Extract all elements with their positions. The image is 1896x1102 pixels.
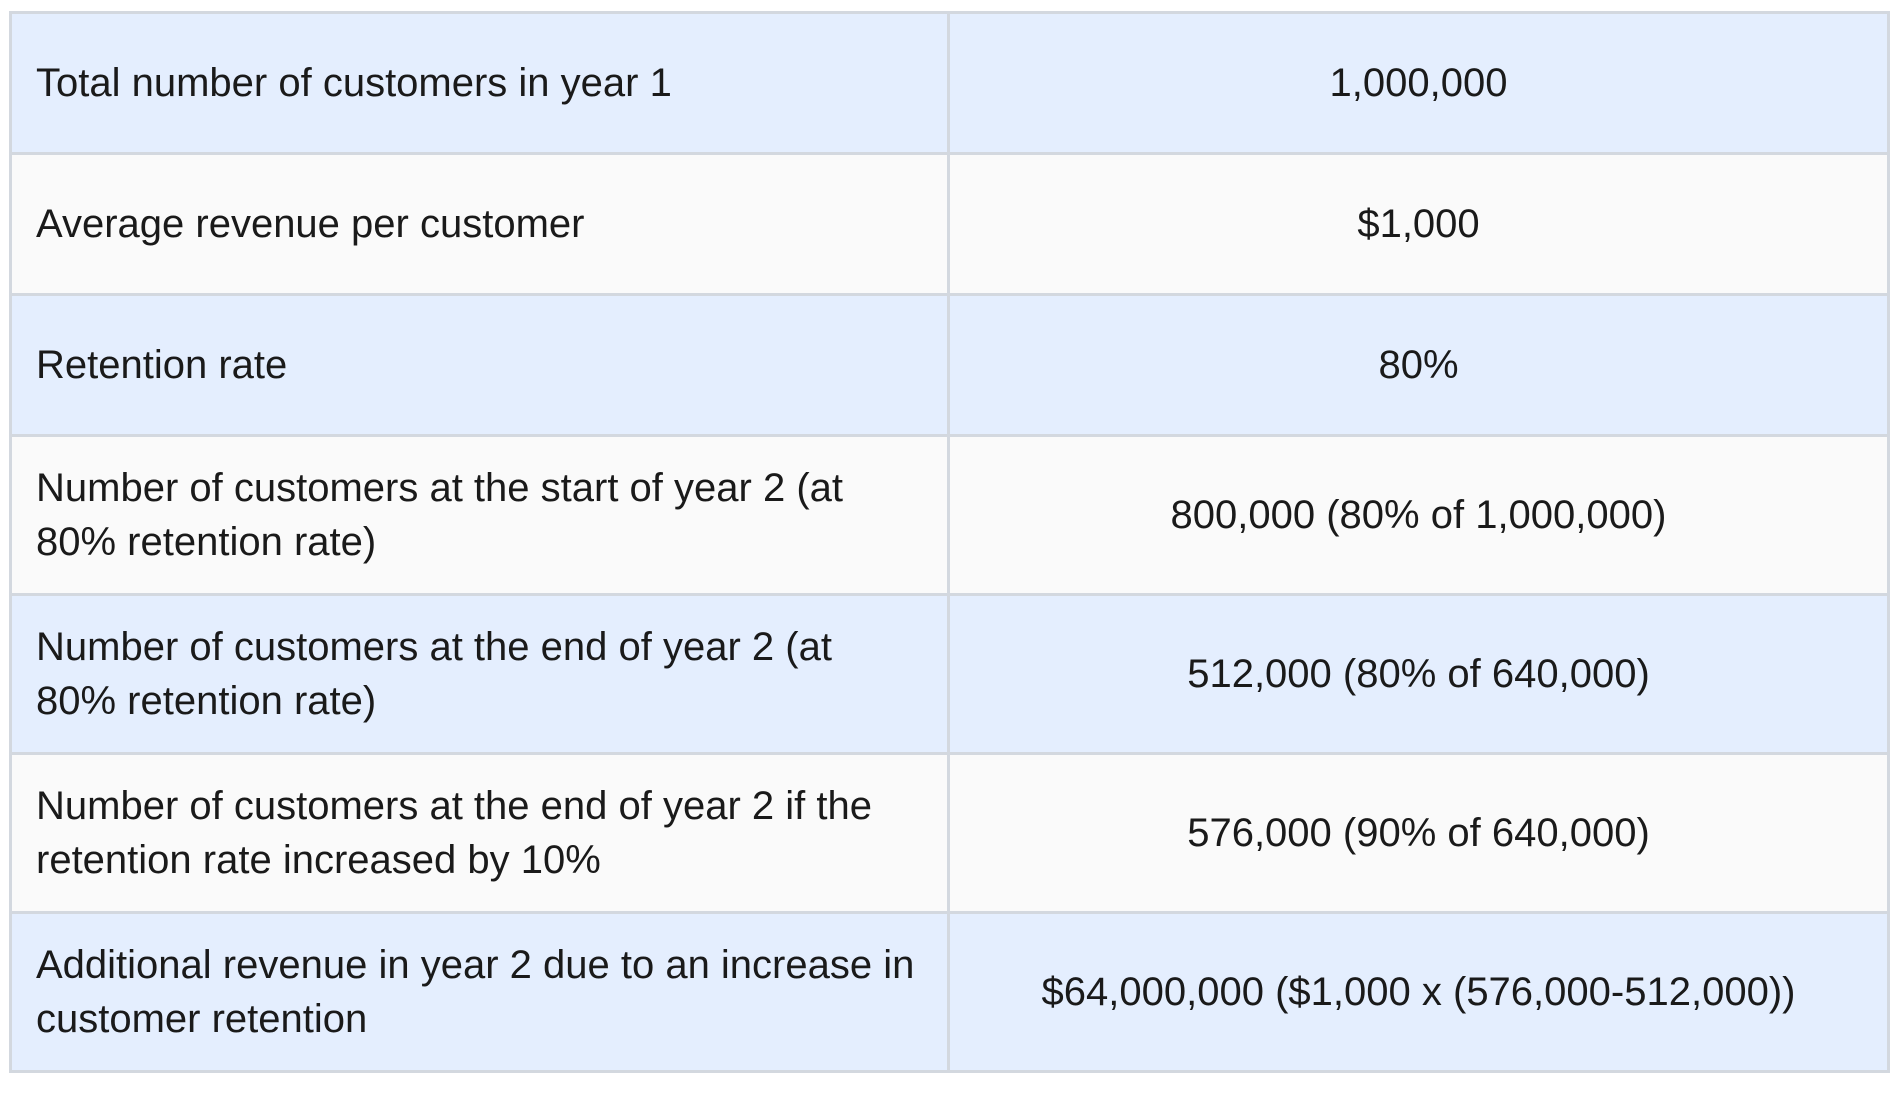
customer-retention-table: Total number of customers in year 1 1,00… [9,11,1890,1073]
row-label-additional-revenue: Additional revenue in year 2 due to an i… [9,911,950,1073]
table-row: Number of customers at the start of year… [9,434,1890,596]
row-label-customers-start-year-2: Number of customers at the start of year… [9,434,950,596]
row-label-customers-end-year-2: Number of customers at the end of year 2… [9,593,950,755]
row-value-customers-end-year-2: 512,000 (80% of 640,000) [947,593,1890,755]
table-row: Retention rate 80% [9,293,1890,437]
row-value-customers-end-year-2-increased: 576,000 (90% of 640,000) [947,752,1890,914]
row-value-customers-start-year-2: 800,000 (80% of 1,000,000) [947,434,1890,596]
row-value-total-customers-year-1: 1,000,000 [947,11,1890,155]
row-value-additional-revenue: $64,000,000 ($1,000 x (576,000-512,000)) [947,911,1890,1073]
table-row: Average revenue per customer $1,000 [9,152,1890,296]
row-label-total-customers-year-1: Total number of customers in year 1 [9,11,950,155]
row-label-customers-end-year-2-increased: Number of customers at the end of year 2… [9,752,950,914]
row-value-retention-rate: 80% [947,293,1890,437]
table-row: Number of customers at the end of year 2… [9,593,1890,755]
table-row: Number of customers at the end of year 2… [9,752,1890,914]
row-label-average-revenue: Average revenue per customer [9,152,950,296]
table-row: Additional revenue in year 2 due to an i… [9,911,1890,1073]
row-label-retention-rate: Retention rate [9,293,950,437]
row-value-average-revenue: $1,000 [947,152,1890,296]
table-row: Total number of customers in year 1 1,00… [9,11,1890,155]
customer-retention-table-container: Total number of customers in year 1 1,00… [9,11,1890,1073]
